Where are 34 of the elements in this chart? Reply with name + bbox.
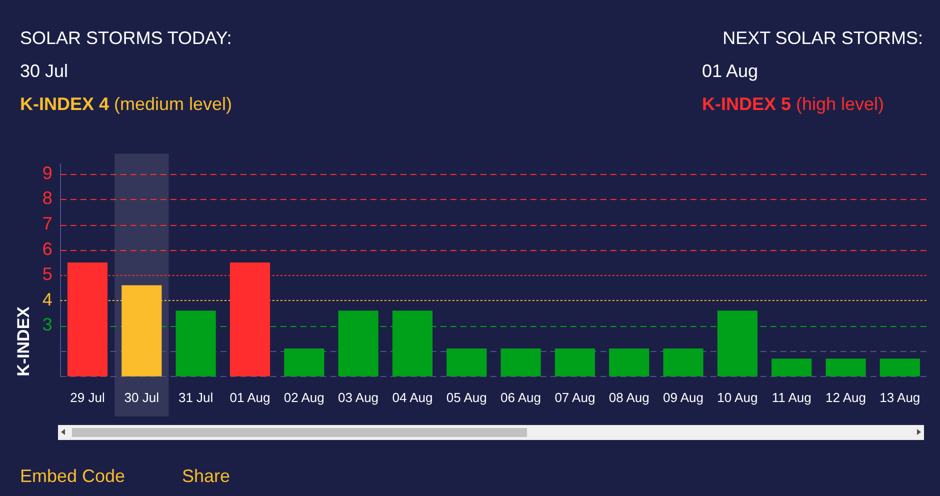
y-tick-label: 4 xyxy=(42,289,52,310)
text: 30 Jul xyxy=(20,61,68,82)
y-tick-label: 5 xyxy=(42,264,52,284)
x-tick-label: 02 Aug xyxy=(284,390,324,405)
y-tick-label: 6 xyxy=(42,238,52,259)
x-tick-label: 04 Aug xyxy=(392,390,433,405)
y-tick-label: 3 xyxy=(42,314,52,335)
x-tick-label: 31 Jul xyxy=(178,390,214,405)
x-tick-label: 06 Aug xyxy=(500,390,542,405)
y-tick-label: 8 xyxy=(42,188,52,208)
text: 01 Aug xyxy=(702,61,758,82)
x-tick-label: 10 Aug xyxy=(717,390,758,405)
text: K-INDEX 4 xyxy=(20,94,110,115)
text: Share xyxy=(182,466,230,487)
y-axis-title: K-INDEX xyxy=(14,306,33,376)
x-tick-label: 12 Aug xyxy=(826,390,866,405)
x-tick-label: 01 Aug xyxy=(230,390,270,405)
x-tick-label: 08 Aug xyxy=(608,390,650,405)
text: K-INDEX 5 xyxy=(702,94,792,115)
text: NEXT SOLAR STORMS: xyxy=(722,28,923,49)
text: (high level) xyxy=(796,94,884,115)
x-tick-label: 09 Aug xyxy=(663,390,704,405)
text: (medium level) xyxy=(114,94,232,115)
x-tick-label: 05 Aug xyxy=(446,390,487,405)
x-tick-label: 07 Aug xyxy=(554,390,596,405)
text: Embed Code xyxy=(20,466,126,487)
x-tick-label: 13 Aug xyxy=(880,390,920,405)
text: SOLAR STORMS TODAY: xyxy=(20,28,232,49)
x-tick-label: 03 Aug xyxy=(338,390,379,405)
y-tick-label: 7 xyxy=(42,214,52,234)
x-tick-label: 29 Jul xyxy=(70,390,105,405)
x-tick-label: 11 Aug xyxy=(772,390,812,405)
y-tick-label: 9 xyxy=(42,162,52,183)
x-tick-label: 30 Jul xyxy=(124,390,160,405)
